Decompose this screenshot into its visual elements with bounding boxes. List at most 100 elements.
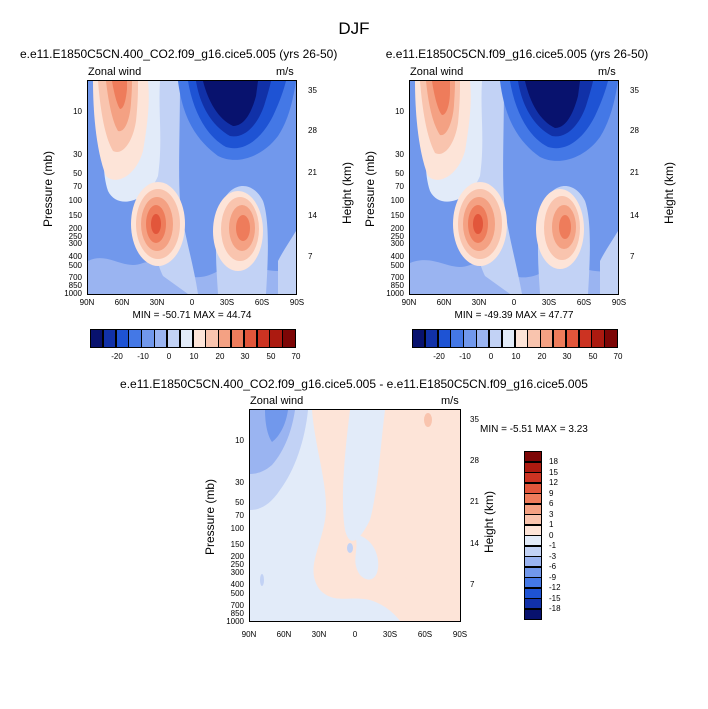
panel-3-cb-label-14: -18 (549, 604, 561, 613)
panel-3-ytick-850: 850 (230, 609, 244, 618)
panel-2-xtick-60s: 60S (576, 298, 592, 307)
panel-3-xtick-0: 0 (352, 630, 358, 639)
panel-1-rtick-21: 21 (308, 168, 317, 177)
panel-3-ytick-300: 300 (230, 568, 244, 577)
panel-3-cb-label-5: 3 (549, 510, 554, 519)
panel-3-rtick-21: 21 (470, 497, 479, 506)
panel-3-xtick-60n: 60N (276, 630, 292, 639)
panel-1-ytick-500: 500 (68, 261, 82, 270)
cb1-swatch-8 (192, 329, 206, 348)
panel-3-ytick-700: 700 (230, 601, 244, 610)
panel-3-ytick-10: 10 (235, 436, 244, 445)
panel-1-minmax: MIN = -50.71 MAX = 44.74 (132, 310, 252, 321)
panel-1-ytick-250: 250 (68, 232, 82, 241)
cb2-swatch-0 (412, 329, 426, 348)
panel-1-ylabel-right: Height (km) (340, 162, 354, 225)
panel-1-contour-svg (88, 81, 296, 294)
cb3-swatch-2 (524, 472, 542, 483)
panel-2-ytick-300: 300 (390, 239, 404, 248)
cb3-swatch-5 (524, 503, 542, 515)
panel-2-title: e.e11.E1850C5CN.f09_g16.cice5.005 (yrs 2… (385, 47, 649, 61)
panel-3-rtick-14: 14 (470, 539, 479, 548)
panel-1-ytick-10: 10 (73, 107, 82, 116)
panel-1-ytick-100: 100 (68, 196, 82, 205)
panel-2-cb-label-3: 10 (511, 352, 521, 361)
panel-2-ytick-200: 200 (390, 224, 404, 233)
panel-2-rtick-21: 21 (630, 168, 639, 177)
panel-1-cb-label-7: 70 (291, 352, 301, 361)
panel-1-xtick-0: 0 (189, 298, 195, 307)
panel-3-rtick-7: 7 (470, 580, 475, 589)
panel-2-xtick-30s: 30S (541, 298, 557, 307)
cb1-swatch-13 (256, 329, 270, 348)
panel-3-xtick-90s: 90S (452, 630, 468, 639)
panel-3-contour-svg (250, 410, 460, 621)
cb1-swatch-1 (102, 329, 117, 348)
panel-3-cb-label-2: 12 (549, 478, 558, 487)
panel-3-xtick-60s: 60S (417, 630, 433, 639)
panel-2-cb-label-5: 30 (562, 352, 572, 361)
cb2-swatch-11 (552, 329, 567, 348)
panel-1-ytick-30: 30 (73, 150, 82, 159)
panel-3-colorbar (524, 451, 542, 620)
panel-3-ylabel-left: Pressure (mb) (203, 479, 217, 556)
panel-1-xtick-90n: 90N (79, 298, 95, 307)
panel-2-ytick-50: 50 (395, 169, 404, 178)
panel-2-ytick-1000: 1000 (386, 289, 404, 298)
panel-2-cb-label-2: 0 (488, 352, 494, 361)
panel-2-xtick-0: 0 (511, 298, 517, 307)
panel-1-ytick-150: 150 (68, 211, 82, 220)
cb3-swatch-14 (524, 598, 542, 609)
cb3-swatch-11 (524, 566, 542, 578)
panel-2-ytick-850: 850 (390, 281, 404, 290)
cb1-swatch-14 (269, 329, 283, 348)
cb1-swatch-5 (154, 329, 168, 348)
panel-1-ylabel-left: Pressure (mb) (41, 151, 55, 228)
cb2-swatch-4 (463, 329, 477, 348)
panel-3-cb-label-8: -1 (549, 541, 557, 550)
panel-3-rtick-35: 35 (470, 415, 479, 424)
cb2-swatch-10 (540, 329, 554, 348)
cb2-swatch-9 (527, 329, 541, 348)
panel-2-cb-label-7: 70 (613, 352, 623, 361)
cb2-swatch-2 (437, 329, 451, 348)
panel-2-minmax: MIN = -49.39 MAX = 47.77 (454, 310, 574, 321)
cb1-swatch-15 (282, 329, 296, 348)
cb3-swatch-7 (524, 524, 542, 536)
panel-1-rtick-7: 7 (308, 252, 313, 261)
cb3-swatch-4 (524, 493, 542, 504)
panel-3-ylabel-right: Height (km) (482, 491, 496, 554)
cb1-swatch-3 (128, 329, 142, 348)
panel-1-title: e.e11.E1850C5CN.400_CO2.f09_g16.cice5.00… (20, 47, 338, 61)
panel-3-xtick-90n: 90N (241, 630, 257, 639)
panel-3-rtick-28: 28 (470, 456, 479, 465)
cb1-swatch-0 (90, 329, 104, 348)
panel-2-ytick-700: 700 (390, 273, 404, 282)
cb3-swatch-12 (524, 577, 542, 588)
panel-3-units-label: m/s (441, 395, 459, 407)
cb1-swatch-12 (243, 329, 258, 348)
cb2-swatch-14 (591, 329, 605, 348)
panel-3-ytick-1000: 1000 (226, 617, 244, 626)
panel-1-cb-label-2: 0 (166, 352, 172, 361)
panel-3-cb-label-10: -6 (549, 562, 557, 571)
panel-3-ytick-70: 70 (235, 511, 244, 520)
cb3-swatch-1 (524, 461, 542, 473)
cb2-swatch-13 (578, 329, 592, 348)
cb2-swatch-7 (501, 329, 515, 348)
panel-3-cb-label-13: -15 (549, 594, 561, 603)
panel-2-rtick-35: 35 (630, 86, 639, 95)
panel-3-cb-label-3: 9 (549, 489, 554, 498)
panel-1-variable-label: Zonal wind (88, 66, 142, 78)
cb3-swatch-10 (524, 556, 542, 567)
panel-1-xtick-30s: 30S (219, 298, 235, 307)
cb3-swatch-9 (524, 545, 542, 557)
panel-3-ytick-500: 500 (230, 589, 244, 598)
panel-1-ytick-50: 50 (73, 169, 82, 178)
cb3-swatch-15 (524, 608, 542, 620)
panel-1-units-label: m/s (276, 66, 294, 78)
panel-1-contour-plot (87, 80, 297, 295)
panel-1-ytick-850: 850 (68, 281, 82, 290)
panel-3-minmax: MIN = -5.51 MAX = 3.23 (480, 424, 588, 435)
panel-3-cb-label-11: -9 (549, 573, 557, 582)
